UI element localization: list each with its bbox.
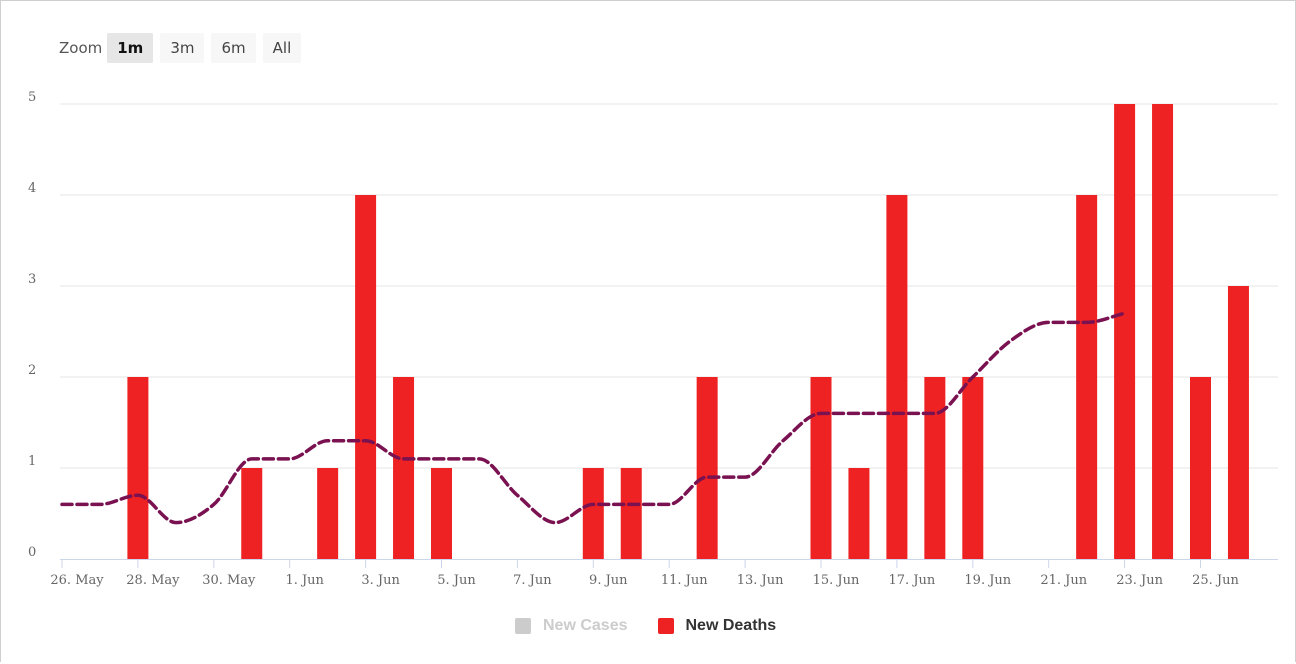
x-tick-label: 13. Jun	[737, 573, 784, 588]
x-tick-label: 15. Jun	[813, 573, 860, 588]
bar	[1227, 286, 1249, 559]
bar	[962, 377, 984, 559]
bar	[886, 195, 908, 559]
bar	[620, 468, 642, 559]
x-tick-label: 7. Jun	[513, 573, 552, 588]
zoom-bar: Zoom 1m 3m 6m All	[59, 33, 308, 63]
x-tick-label: 9. Jun	[589, 573, 628, 588]
bar	[317, 468, 339, 559]
bar	[848, 468, 870, 559]
bar	[431, 468, 452, 559]
legend-label-new-deaths: New Deaths	[685, 617, 777, 634]
bar	[1114, 104, 1136, 559]
zoom-1m-button[interactable]: 1m	[107, 33, 154, 63]
y-tick-label: 4	[28, 181, 36, 196]
zoom-label: Zoom	[59, 39, 103, 57]
y-tick-label: 2	[28, 363, 36, 378]
legend-item-new-cases[interactable]: New Cases	[515, 617, 628, 635]
x-tick-label: 11. Jun	[661, 573, 708, 588]
legend-swatch-new-cases	[515, 618, 531, 634]
bar	[1152, 104, 1174, 559]
zoom-3m-button[interactable]: 3m	[160, 33, 205, 63]
moving-average-line	[60, 311, 1127, 525]
x-tick-label: 19. Jun	[964, 573, 1011, 588]
bar	[1190, 377, 1211, 559]
x-tick-label: 17. Jun	[889, 573, 936, 588]
y-tick-label: 5	[28, 90, 36, 105]
legend-swatch-new-deaths	[657, 618, 674, 634]
bar	[924, 377, 946, 559]
x-tick-label: 28. May	[126, 573, 180, 588]
x-tick-label: 30. May	[202, 573, 256, 588]
zoom-all-button[interactable]: All	[262, 33, 302, 63]
bar	[393, 377, 415, 559]
legend: New Cases New Deaths	[515, 617, 806, 635]
bar	[696, 377, 718, 559]
x-tick-label: 21. Jun	[1040, 573, 1087, 588]
bar	[127, 377, 149, 559]
bar	[241, 468, 263, 559]
x-tick-label: 1. Jun	[285, 573, 324, 588]
x-tick-label: 5. Jun	[437, 573, 476, 588]
y-tick-label: 3	[28, 272, 36, 287]
bar	[355, 195, 377, 559]
legend-item-new-deaths[interactable]: New Deaths	[657, 617, 777, 635]
x-tick-label: 26. May	[50, 573, 104, 588]
y-tick-label: 1	[28, 454, 36, 469]
zoom-6m-button[interactable]: 6m	[211, 33, 256, 63]
bar	[582, 468, 604, 559]
bar	[1076, 195, 1098, 559]
x-tick-label: 3. Jun	[361, 573, 400, 588]
x-tick-label: 25. Jun	[1192, 573, 1239, 588]
bar	[810, 377, 832, 559]
y-tick-label: 0	[28, 545, 36, 560]
x-tick-label: 23. Jun	[1116, 573, 1163, 588]
legend-label-new-cases: New Cases	[543, 617, 628, 634]
